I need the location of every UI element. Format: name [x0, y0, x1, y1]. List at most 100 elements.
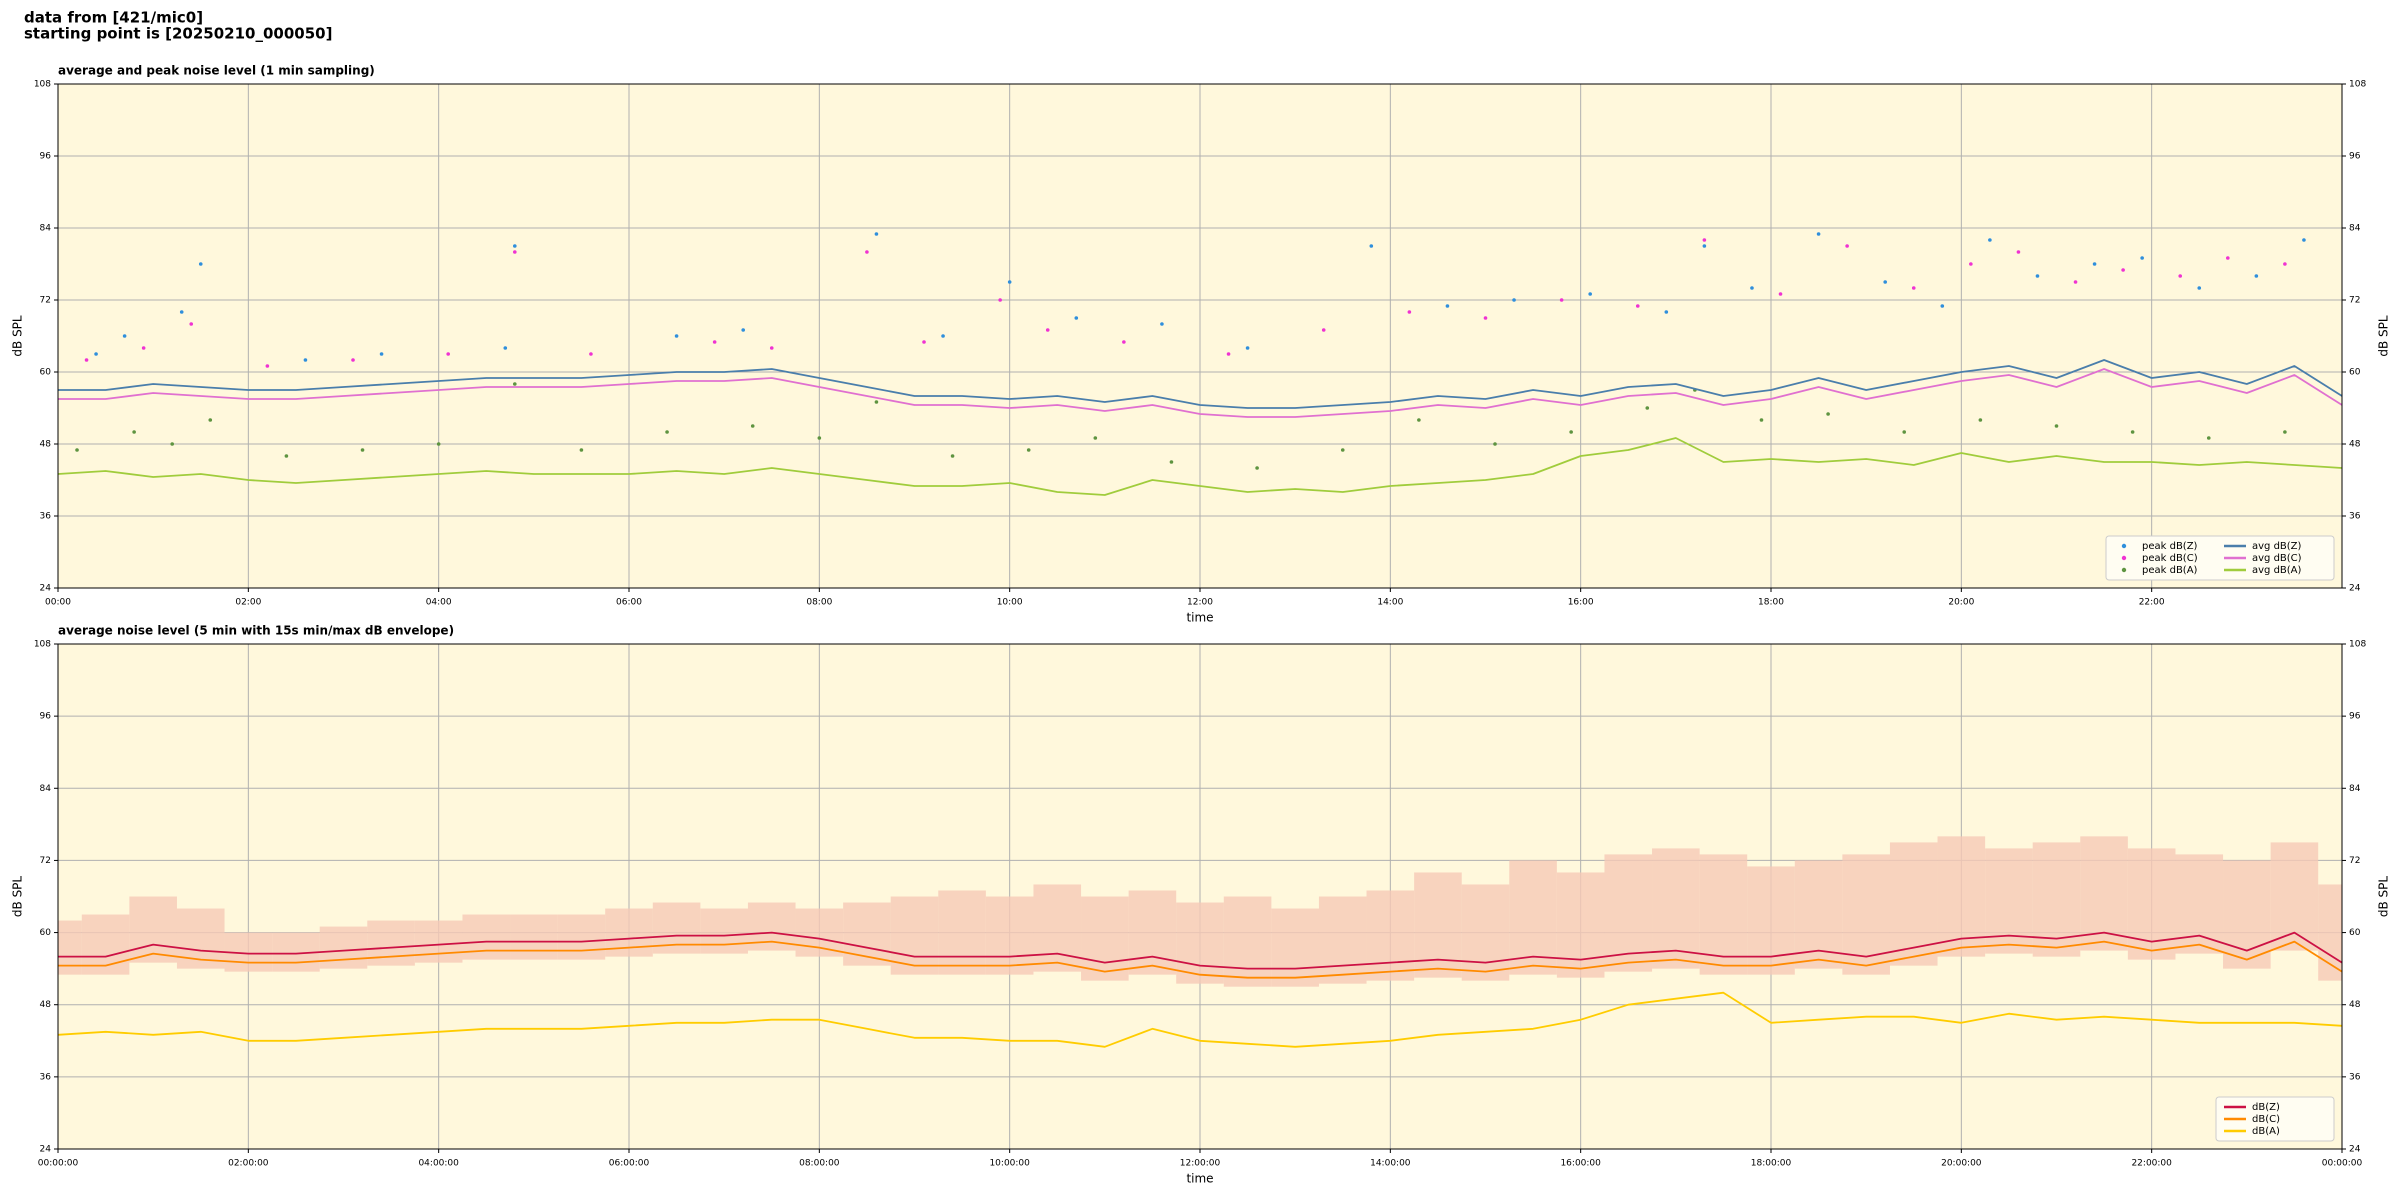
plot-frame: [57, 83, 2343, 589]
x-tick-label: 22:00: [2139, 598, 2165, 608]
peak-point: [817, 436, 822, 440]
peak-point: [1340, 448, 1345, 452]
y-tick-label: 108: [2349, 640, 2366, 650]
envelope: [1366, 890, 1415, 981]
x-tick-label: 08:00: [806, 598, 832, 608]
envelope: [2080, 836, 2128, 951]
peak-point: [1816, 232, 1821, 236]
peak-point: [1845, 244, 1849, 248]
x-tick-label: 20:00:00: [1941, 1159, 1982, 1169]
peak-point: [1635, 304, 1640, 308]
envelope: [985, 896, 1034, 975]
y-tick-label: 96: [40, 712, 52, 722]
peak-point: [2054, 424, 2059, 428]
envelope: [1271, 908, 1319, 987]
x-axis-label: time: [1186, 1172, 1213, 1186]
peak-point: [1169, 460, 1174, 464]
y-tick-label: 72: [40, 856, 51, 866]
envelope: [1223, 896, 1272, 987]
envelope: [319, 926, 368, 969]
y-tick-label: 48: [2349, 1000, 2361, 1010]
x-tick-label: 04:00: [426, 598, 452, 608]
peak-point: [1759, 418, 1764, 422]
y-tick-label: 60: [40, 368, 52, 378]
x-tick-label: 08:00:00: [799, 1159, 840, 1169]
peak-point: [1122, 340, 1126, 344]
envelope: [1081, 896, 1129, 981]
y-tick-label: 84: [40, 784, 52, 794]
y-axis-label: dB SPL: [2377, 315, 2391, 357]
y-tick-label: 48: [2349, 440, 2361, 450]
x-tick-label: 14:00:00: [1370, 1159, 1411, 1169]
x-tick-label: 06:00: [616, 598, 642, 608]
y-tick-label: 96: [2349, 712, 2361, 722]
envelope: [1461, 884, 1510, 981]
x-tick-label: 10:00: [997, 598, 1023, 608]
peak-point: [1559, 298, 1564, 302]
peak-point: [94, 352, 98, 356]
peak-point: [1007, 280, 1012, 284]
legend-label: peak dB(C): [2142, 553, 2198, 564]
peak-point: [2016, 250, 2021, 254]
peak-point: [1778, 292, 1783, 296]
envelope: [2270, 842, 2319, 951]
peak-point: [712, 340, 717, 344]
plot-frame: [57, 643, 2343, 1150]
x-tick-label: 20:00: [1948, 598, 1974, 608]
envelope: [1937, 836, 1986, 957]
y-tick-label: 84: [2349, 224, 2361, 234]
envelope: [2127, 848, 2176, 960]
y-tick-label: 72: [2349, 296, 2360, 306]
y-tick-label: 48: [40, 440, 52, 450]
peak-point: [1160, 322, 1164, 326]
legend-label: peak dB(Z): [2142, 541, 2198, 552]
legend-label: dB(Z): [2252, 1102, 2280, 1113]
peak-point: [513, 250, 517, 254]
y-tick-label: 84: [40, 224, 52, 234]
x-axis-label: time: [1186, 611, 1213, 625]
peak-point: [1445, 304, 1450, 308]
peak-point: [1940, 304, 1945, 308]
x-tick-label: 12:00:00: [1180, 1159, 1221, 1169]
peak-point: [1493, 442, 1497, 446]
peak-point: [1045, 328, 1050, 332]
y-axis-label: dB SPL: [11, 876, 25, 918]
envelope: [462, 914, 511, 960]
peak-point: [2283, 262, 2287, 266]
peak-point: [1750, 286, 1754, 290]
y-tick-label: 108: [34, 640, 51, 650]
legend-marker: [2121, 555, 2127, 561]
peak-point: [2035, 274, 2040, 278]
y-tick-label: 108: [2349, 80, 2366, 90]
envelope: [1509, 860, 1557, 975]
envelope: [414, 920, 463, 963]
y-tick-label: 36: [2349, 512, 2361, 522]
y-tick-label: 96: [2349, 152, 2361, 162]
x-tick-label: 06:00:00: [609, 1159, 650, 1169]
envelope: [2175, 854, 2224, 954]
peak-point: [665, 430, 669, 434]
peak-point: [189, 322, 194, 326]
y-tick-label: 84: [2349, 784, 2361, 794]
series-line: [58, 368, 2343, 418]
peak-point: [179, 310, 184, 314]
peak-point: [874, 400, 879, 404]
x-tick-label: 12:00: [1187, 598, 1213, 608]
y-tick-label: 36: [40, 512, 52, 522]
x-tick-label: 16:00:00: [1560, 1159, 1601, 1169]
peak-point: [922, 340, 926, 344]
peak-point: [360, 448, 365, 452]
peak-point: [2197, 286, 2202, 290]
peak-point: [1988, 238, 1992, 242]
peak-point: [998, 298, 1002, 302]
peak-point: [265, 364, 270, 368]
peak-point: [1702, 244, 1707, 248]
peak-point: [1883, 280, 1887, 284]
y-tick-label: 24: [2349, 584, 2361, 594]
peak-point: [1969, 262, 1973, 266]
peak-point: [1369, 244, 1374, 248]
y-tick-label: 60: [2349, 368, 2361, 378]
y-tick-label: 108: [34, 80, 51, 90]
peak-point: [122, 334, 127, 338]
peak-point: [1512, 298, 1516, 302]
